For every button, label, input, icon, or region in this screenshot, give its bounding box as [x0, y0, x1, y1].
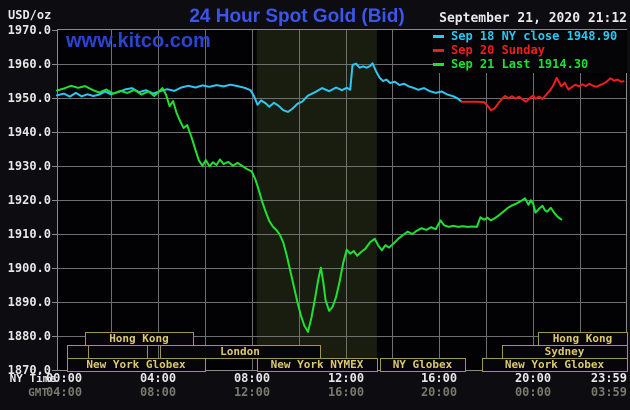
ny-time-tick-label: 16:00	[420, 371, 458, 385]
legend-label: Sep 18 NY close 1948.90	[451, 29, 618, 43]
ny-time-tick-label: 23:59	[590, 371, 627, 385]
y-axis-tick-label: 1930.0	[7, 159, 51, 173]
legend: Sep 18 NY close 1948.90 Sep 20 Sunday Sep …	[433, 29, 617, 71]
ny-time-tick-label: 12:00	[327, 371, 365, 385]
y-axis-tick-label: 1920.0	[7, 193, 51, 207]
legend-dash-icon	[433, 62, 444, 66]
ny-time-tick-label: 00:00	[45, 371, 83, 385]
gmt-tick-label: 04:00	[45, 385, 83, 399]
y-axis-units-label: USD/oz	[8, 8, 52, 22]
y-axis-tick-label: 1960.0	[7, 57, 51, 71]
y-axis-tick-label: 1900.0	[7, 261, 51, 275]
y-axis-tick-label: 1880.0	[7, 329, 51, 343]
session-box	[67, 358, 206, 372]
ny-time-tick-label: 20:00	[514, 371, 552, 385]
gmt-tick-label: 16:00	[327, 385, 365, 399]
y-axis-tick-label: 1970.0	[7, 23, 51, 37]
series-line-2	[56, 84, 563, 333]
y-axis-tick-label: 1870.0	[7, 363, 51, 377]
session-box	[88, 345, 148, 359]
ny-time-tick-label: 08:00	[233, 371, 271, 385]
gmt-axis-label: GMT	[28, 386, 48, 399]
legend-backdrop	[433, 30, 627, 73]
legend-item: Sep 20 Sunday	[433, 43, 617, 57]
session-label-sydney: Sydney	[544, 346, 585, 358]
legend-item: Sep 21 Last 1914.30	[433, 57, 617, 71]
y-axis-tick-label: 1950.0	[7, 91, 51, 105]
session-label-ny-globex: NY Globex	[392, 359, 453, 371]
ny-time-tick-label: 04:00	[139, 371, 177, 385]
legend-dash-icon	[433, 34, 444, 38]
session-label-hong-kong: Hong Kong	[109, 333, 169, 345]
session-label-hong-kong: Hong Kong	[552, 333, 613, 345]
gmt-tick-label: 12:00	[233, 385, 271, 399]
session-label-new-york-globex: New York Globex	[86, 359, 186, 371]
legend-label: Sep 21 Last 1914.30	[451, 57, 589, 71]
session-box	[482, 358, 628, 372]
session-box	[257, 358, 378, 372]
session-label-new-york-nymex: New York NYMEX	[270, 359, 364, 371]
chart-title: 24 Hour Spot Gold (Bid)	[189, 6, 405, 27]
series-line-1	[460, 76, 625, 112]
session-box	[160, 345, 321, 359]
y-axis-tick-label: 1910.0	[7, 227, 51, 241]
ny-time-axis-label: NY Time	[9, 372, 56, 385]
gmt-tick-label: 03:59	[590, 385, 627, 399]
timestamp: September 21, 2020 21:12	[439, 11, 627, 26]
legend-dash-icon	[433, 48, 444, 52]
session-label-new-york-globex: New York Globex	[504, 359, 605, 371]
legend-label: Sep 20 Sunday	[451, 43, 545, 57]
y-axis-tick-label: 1940.0	[7, 125, 51, 139]
gmt-tick-label: 00:00	[514, 385, 552, 399]
legend-item: Sep 18 NY close 1948.90	[433, 29, 617, 43]
y-axis-tick-label: 1890.0	[7, 295, 51, 309]
session-label-london: London	[220, 346, 260, 358]
gmt-tick-label: 08:00	[139, 385, 177, 399]
gmt-tick-label: 20:00	[420, 385, 458, 399]
y-tick-marks	[52, 30, 57, 371]
session-box	[67, 345, 89, 359]
kitco-watermark: www.kitco.com	[66, 30, 211, 52]
session-box	[380, 358, 466, 372]
